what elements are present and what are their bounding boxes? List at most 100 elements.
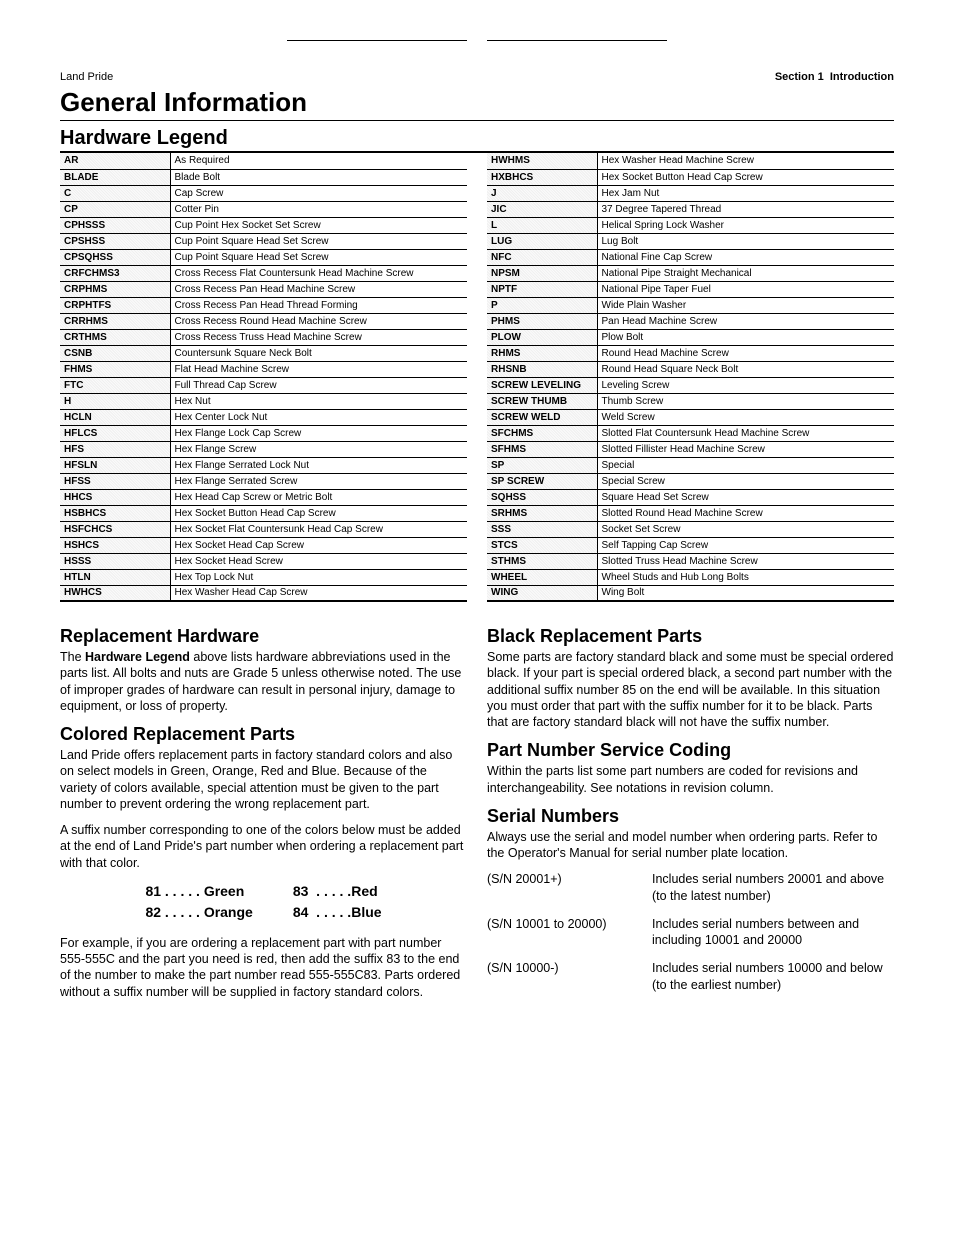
legend-abbr: HFSLN xyxy=(60,457,170,473)
serial-title: Serial Numbers xyxy=(487,806,894,827)
legend-table-right: HWHMSHex Washer Head Machine ScrewHXBHCS… xyxy=(487,153,894,602)
legend-row: CRFCHMS3Cross Recess Flat Countersunk He… xyxy=(60,265,467,281)
legend-desc: Hex Socket Button Head Cap Screw xyxy=(597,169,894,185)
legend-row: HWHCSHex Washer Head Cap Screw xyxy=(60,585,467,601)
legend-desc: Cap Screw xyxy=(170,185,467,201)
legend-desc: Wide Plain Washer xyxy=(597,297,894,313)
legend-row: JIC37 Degree Tapered Thread xyxy=(487,201,894,217)
legend-row: JHex Jam Nut xyxy=(487,185,894,201)
legend-desc: Hex Socket Head Screw xyxy=(170,553,467,569)
legend-abbr: FHMS xyxy=(60,361,170,377)
legend-abbr: CRFCHMS3 xyxy=(60,265,170,281)
legend-desc: Hex Flange Lock Cap Screw xyxy=(170,425,467,441)
legend-desc: Hex Top Lock Nut xyxy=(170,569,467,585)
legend-abbr: SCREW LEVELING xyxy=(487,377,597,393)
legend-desc: Cross Recess Flat Countersunk Head Machi… xyxy=(170,265,467,281)
legend-abbr: STCS xyxy=(487,537,597,553)
legend-row: FTCFull Thread Cap Screw xyxy=(60,377,467,393)
black-title: Black Replacement Parts xyxy=(487,626,894,647)
legend-row: CSNBCountersunk Square Neck Bolt xyxy=(60,345,467,361)
legend-abbr: SP xyxy=(487,457,597,473)
legend-abbr: CSNB xyxy=(60,345,170,361)
legend-desc: Cross Recess Pan Head Thread Forming xyxy=(170,297,467,313)
legend-abbr: H xyxy=(60,393,170,409)
legend-row: HXBHCSHex Socket Button Head Cap Screw xyxy=(487,169,894,185)
legend-abbr: HFLCS xyxy=(60,425,170,441)
legend-row: CRTHMSCross Recess Truss Head Machine Sc… xyxy=(60,329,467,345)
legend-desc: Cup Point Square Head Set Screw xyxy=(170,249,467,265)
legend-abbr: HCLN xyxy=(60,409,170,425)
legend-abbr: CRRHMS xyxy=(60,313,170,329)
legend-row: BLADEBlade Bolt xyxy=(60,169,467,185)
legend-row: NFCNational Fine Cap Screw xyxy=(487,249,894,265)
legend-desc: National Pipe Straight Mechanical xyxy=(597,265,894,281)
legend-desc: Plow Bolt xyxy=(597,329,894,345)
legend-row: HWHMSHex Washer Head Machine Screw xyxy=(487,153,894,169)
legend-desc: Square Head Set Screw xyxy=(597,489,894,505)
legend-abbr: BLADE xyxy=(60,169,170,185)
legend-abbr: CRTHMS xyxy=(60,329,170,345)
legend-abbr: HWHMS xyxy=(487,153,597,169)
legend-abbr: SP SCREW xyxy=(487,473,597,489)
legend-row: LUGLug Bolt xyxy=(487,233,894,249)
legend-desc: Special Screw xyxy=(597,473,894,489)
legend-desc: Slotted Truss Head Machine Screw xyxy=(597,553,894,569)
legend-row: HSSSHex Socket Head Screw xyxy=(60,553,467,569)
legend-row: CPCotter Pin xyxy=(60,201,467,217)
legend-abbr: LUG xyxy=(487,233,597,249)
legend-row: HSHCSHex Socket Head Cap Screw xyxy=(60,537,467,553)
legend-abbr: HFS xyxy=(60,441,170,457)
legend-desc: Socket Set Screw xyxy=(597,521,894,537)
legend-abbr: WING xyxy=(487,585,597,601)
legend-row: HFSLNHex Flange Serrated Lock Nut xyxy=(60,457,467,473)
legend-desc: Leveling Screw xyxy=(597,377,894,393)
legend-desc: National Pipe Taper Fuel xyxy=(597,281,894,297)
legend-row: RHSNBRound Head Square Neck Bolt xyxy=(487,361,894,377)
legend-abbr: CRPHTFS xyxy=(60,297,170,313)
legend-desc: Wing Bolt xyxy=(597,585,894,601)
legend-abbr: SQHSS xyxy=(487,489,597,505)
legend-desc: Weld Screw xyxy=(597,409,894,425)
legend-row: CRRHMSCross Recess Round Head Machine Sc… xyxy=(60,313,467,329)
legend-title: Hardware Legend xyxy=(60,127,894,153)
legend-row: HFLCSHex Flange Lock Cap Screw xyxy=(60,425,467,441)
legend-abbr: HTLN xyxy=(60,569,170,585)
legend-row: SPSpecial xyxy=(487,457,894,473)
legend-desc: Round Head Machine Screw xyxy=(597,345,894,361)
legend-desc: Hex Socket Head Cap Screw xyxy=(170,537,467,553)
legend-row: STHMSSlotted Truss Head Machine Screw xyxy=(487,553,894,569)
legend-row: HFSSHex Flange Serrated Screw xyxy=(60,473,467,489)
legend-row: SCREW WELDWeld Screw xyxy=(487,409,894,425)
hardware-legend: ARAs RequiredBLADEBlade BoltCCap ScrewCP… xyxy=(60,153,894,602)
legend-row: ARAs Required xyxy=(60,153,467,169)
legend-desc: 37 Degree Tapered Thread xyxy=(597,201,894,217)
legend-desc: Special xyxy=(597,457,894,473)
legend-row: SQHSSSquare Head Set Screw xyxy=(487,489,894,505)
legend-abbr: C xyxy=(60,185,170,201)
legend-row: HSFCHCSHex Socket Flat Countersunk Head … xyxy=(60,521,467,537)
legend-abbr: AR xyxy=(60,153,170,169)
legend-row: CCap Screw xyxy=(60,185,467,201)
legend-abbr: HWHCS xyxy=(60,585,170,601)
legend-row: CPSQHSSCup Point Square Head Set Screw xyxy=(60,249,467,265)
serial-label: (S/N 10001 to 20000) xyxy=(487,916,652,949)
legend-abbr: HHCS xyxy=(60,489,170,505)
legend-row: HSBHCSHex Socket Button Head Cap Screw xyxy=(60,505,467,521)
legend-desc: Flat Head Machine Screw xyxy=(170,361,467,377)
legend-abbr: SRHMS xyxy=(487,505,597,521)
serial-row: (S/N 10001 to 20000)Includes serial numb… xyxy=(487,916,894,949)
legend-abbr: JIC xyxy=(487,201,597,217)
legend-abbr: PHMS xyxy=(487,313,597,329)
serial-label: (S/N 10000-) xyxy=(487,960,652,993)
coding-title: Part Number Service Coding xyxy=(487,740,894,761)
legend-desc: Hex Flange Screw xyxy=(170,441,467,457)
legend-abbr: SCREW THUMB xyxy=(487,393,597,409)
legend-desc: Cotter Pin xyxy=(170,201,467,217)
legend-desc: Cross Recess Round Head Machine Screw xyxy=(170,313,467,329)
legend-abbr: SFCHMS xyxy=(487,425,597,441)
header-right: Section 1 Introduction xyxy=(775,71,894,83)
legend-abbr: SSS xyxy=(487,521,597,537)
legend-desc: Hex Nut xyxy=(170,393,467,409)
legend-desc: Thumb Screw xyxy=(597,393,894,409)
legend-row: HTLNHex Top Lock Nut xyxy=(60,569,467,585)
